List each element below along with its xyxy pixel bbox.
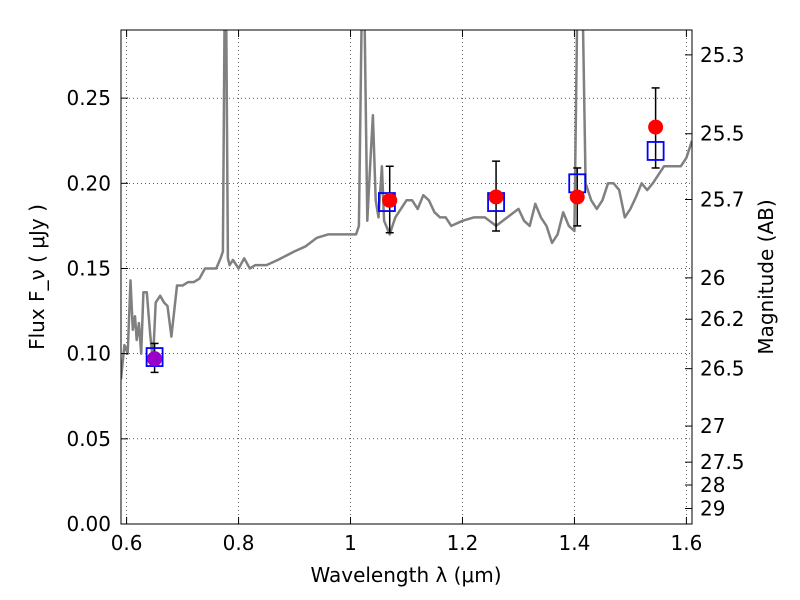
x-tick-label: 0.8 bbox=[223, 531, 255, 555]
tick-marks bbox=[121, 30, 692, 525]
observed-flux-point bbox=[382, 192, 398, 208]
grid-lines bbox=[121, 30, 692, 525]
model-spectrum-line bbox=[121, 30, 692, 380]
y-tick-label: 0.25 bbox=[66, 86, 111, 110]
y-axis-right-label: Magnitude (AB) bbox=[754, 199, 778, 354]
y-tick-label: 0.15 bbox=[66, 256, 111, 280]
right-tick-label: 26.5 bbox=[700, 357, 745, 381]
right-tick-label: 26.2 bbox=[700, 307, 745, 331]
observed-flux-point bbox=[569, 189, 585, 205]
right-tick-label: 27 bbox=[700, 414, 725, 438]
right-tick-label: 25.7 bbox=[700, 187, 745, 211]
right-tick-label: 29 bbox=[700, 496, 725, 520]
y-axis-label: Flux F_ν ( μJy ) bbox=[25, 204, 49, 350]
right-tick-label: 27.5 bbox=[700, 450, 745, 474]
plot-area bbox=[121, 30, 692, 380]
x-tick-label: 1 bbox=[344, 531, 357, 555]
y-tick-label: 0.20 bbox=[66, 171, 111, 195]
right-tick-label: 28 bbox=[700, 473, 725, 497]
y-tick-label: 0.00 bbox=[66, 512, 111, 536]
y-tick-label: 0.05 bbox=[66, 427, 111, 451]
tick-labels: 0.6 0.8 1 1.2 1.4 1.6 0.00 0.05 0.10 0.15 0.20 0.25… bbox=[66, 43, 744, 555]
x-axis-label: Wavelength λ (μm) bbox=[310, 563, 501, 587]
plot-frame bbox=[120, 29, 693, 525]
x-tick-label: 0.6 bbox=[111, 531, 143, 555]
x-tick-label: 1.6 bbox=[670, 531, 702, 555]
observed-flux-point bbox=[648, 119, 664, 135]
model-photometry-square bbox=[646, 141, 665, 161]
right-tick-label: 25.5 bbox=[700, 122, 745, 146]
x-tick-label: 1.2 bbox=[447, 531, 479, 555]
y-tick-label: 0.10 bbox=[66, 342, 111, 366]
right-tick-label: 26 bbox=[700, 266, 725, 290]
observed-flux-point bbox=[488, 189, 504, 205]
right-tick-label: 25.3 bbox=[700, 43, 745, 67]
highlight-flux-point bbox=[147, 351, 163, 367]
x-tick-label: 1.4 bbox=[559, 531, 591, 555]
